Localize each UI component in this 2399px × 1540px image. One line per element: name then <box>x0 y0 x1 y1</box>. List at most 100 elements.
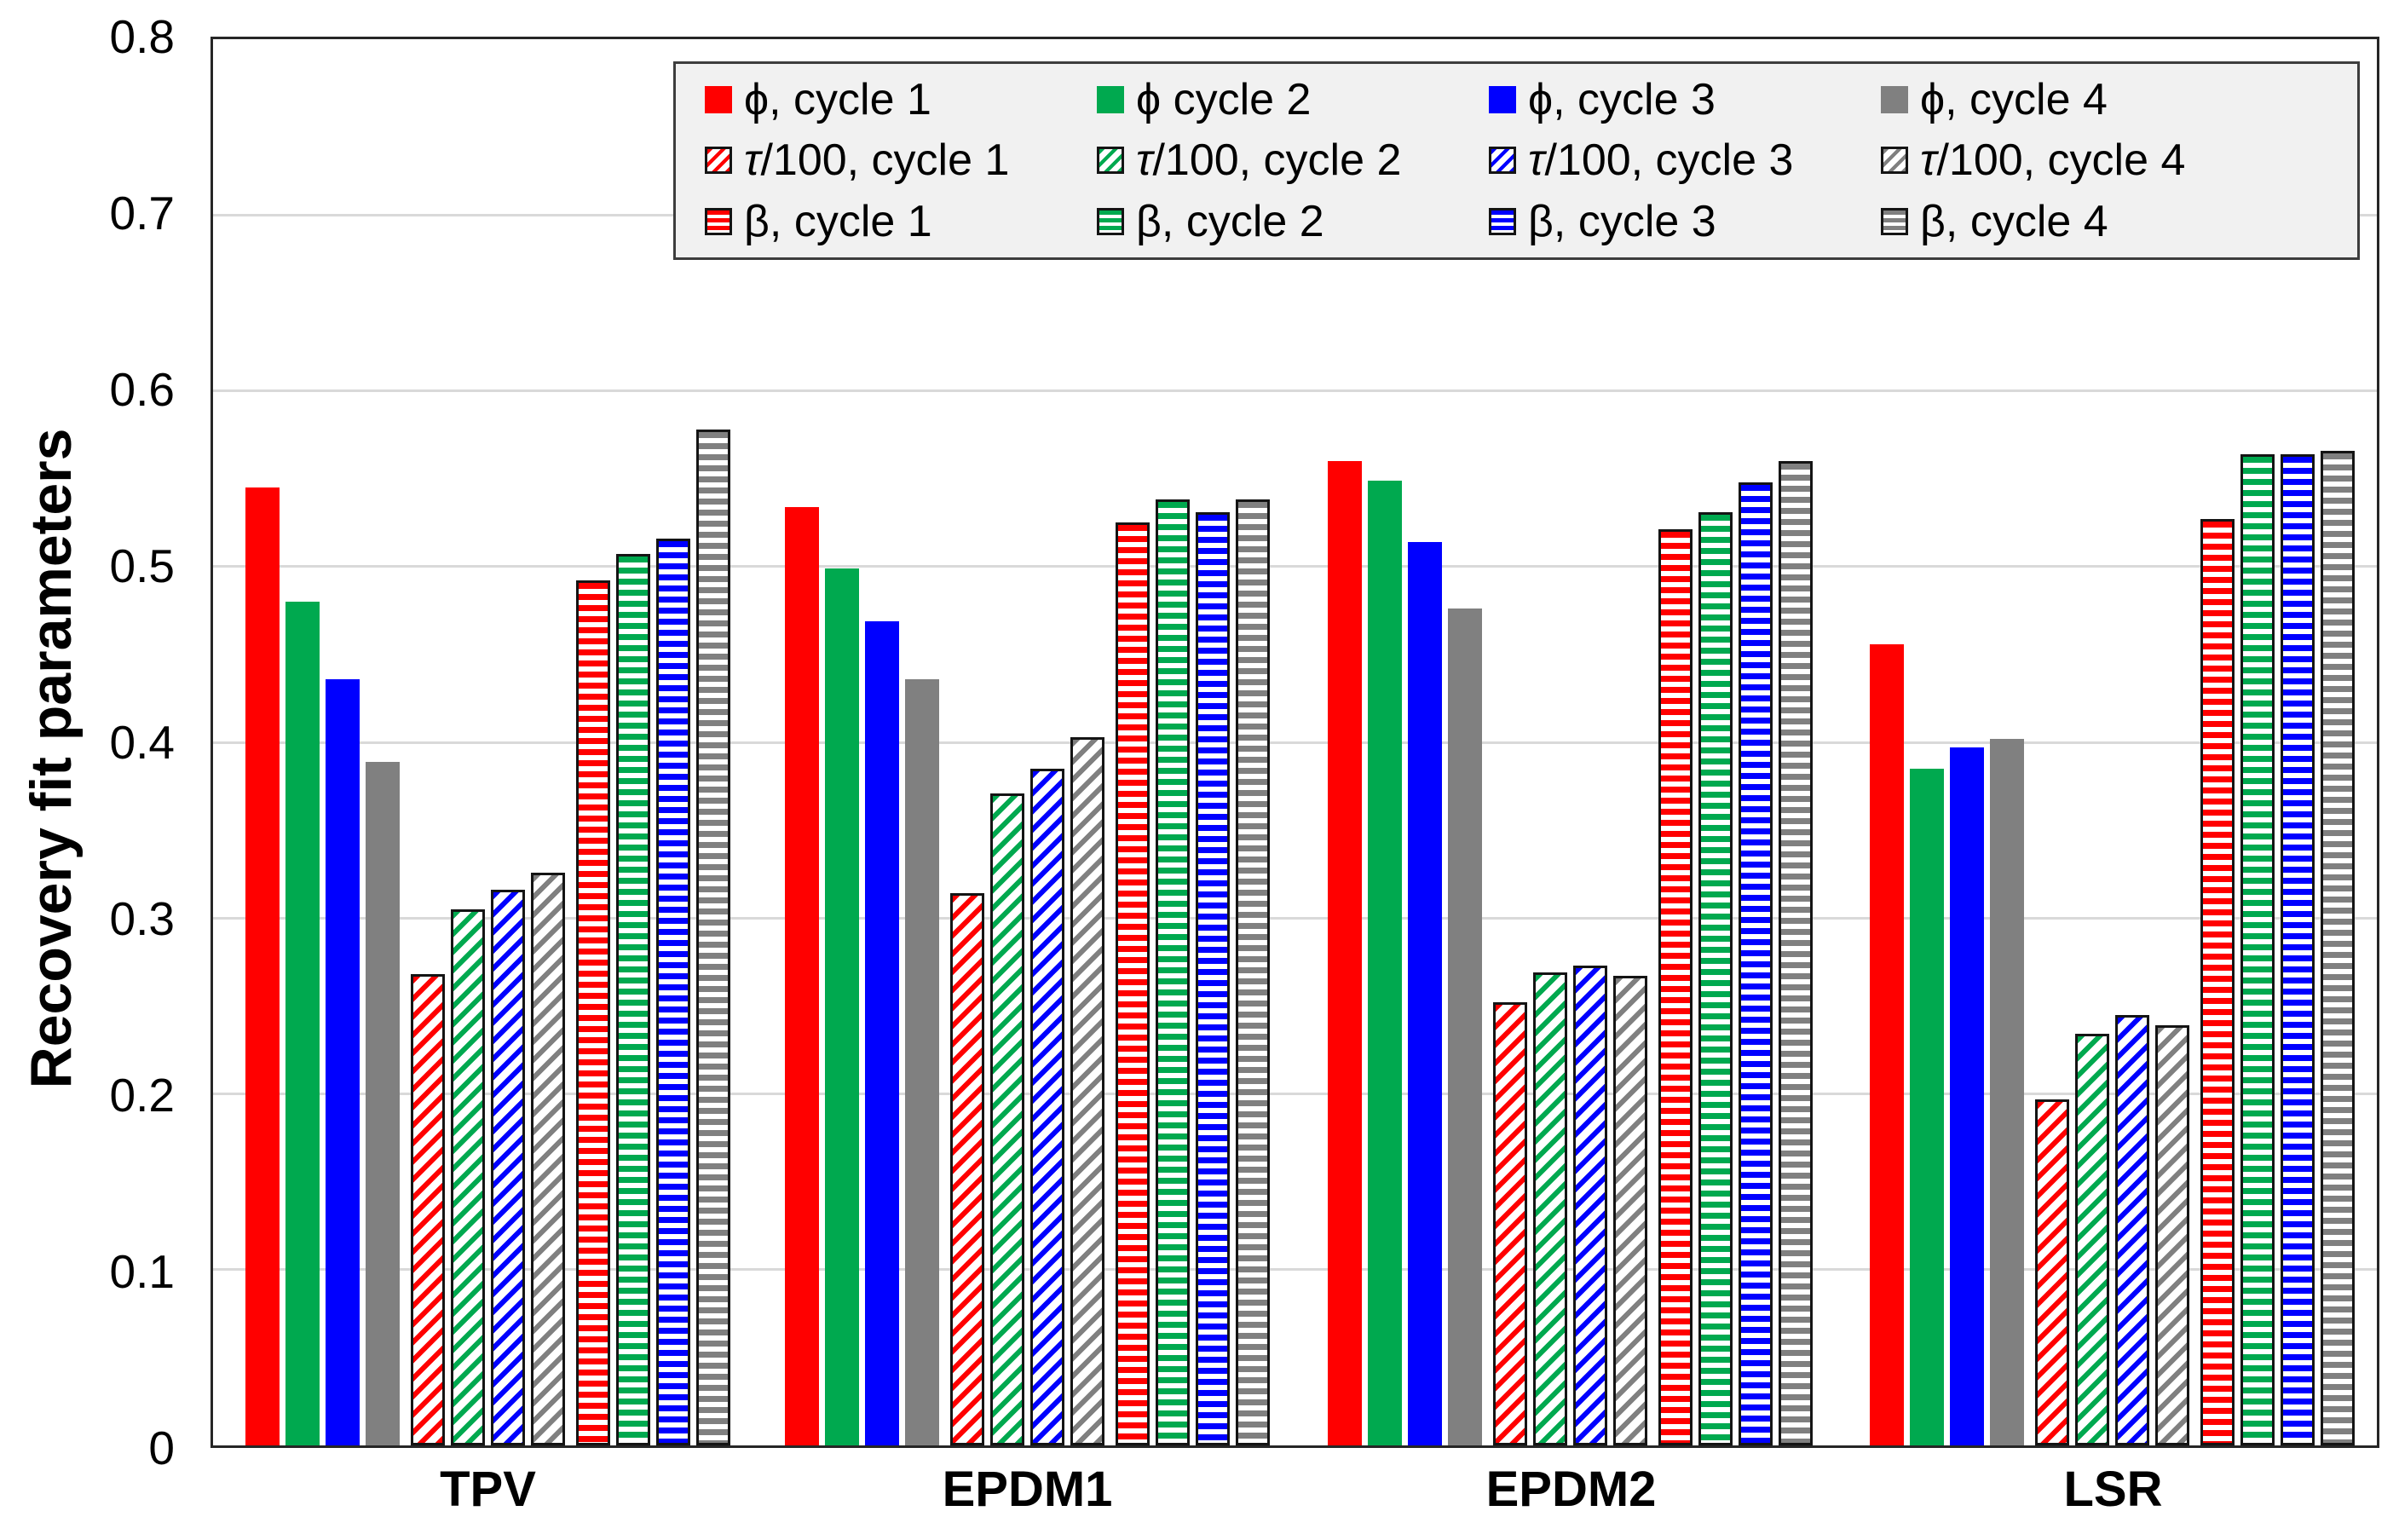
bar-EPDM2-tau-cycle3 <box>1573 966 1607 1445</box>
bar-LSR-phi-cycle3 <box>1950 747 1984 1445</box>
legend-swatch-diagonal-icon <box>1489 147 1516 175</box>
legend-item-7: τ/100, cycle 3 <box>1489 135 1881 186</box>
bar-EPDM1-phi-cycle2 <box>825 568 859 1445</box>
gridline-0.4 <box>213 741 2377 744</box>
y-tick-label-0.2: 0.2 <box>109 1069 175 1122</box>
bar-LSR-tau-cycle4 <box>2155 1025 2189 1445</box>
legend-label: β, cycle 2 <box>1136 197 1324 247</box>
bar-LSR-beta-cycle1 <box>2200 519 2235 1445</box>
legend-swatch-hlines-icon <box>1489 208 1516 236</box>
bar-TPV-phi-cycle1 <box>245 487 280 1445</box>
bar-EPDM2-phi-cycle3 <box>1408 542 1442 1445</box>
bar-EPDM1-tau-cycle3 <box>1030 769 1064 1445</box>
y-tick-label-0.6: 0.6 <box>109 363 175 416</box>
bar-EPDM2-phi-cycle4 <box>1448 609 1482 1445</box>
legend-swatch-solid-icon <box>705 85 732 113</box>
legend: ϕ, cycle 1 ϕ cycle 2 ϕ, cycle 3 ϕ, cycle 4 τ… <box>673 61 2360 260</box>
bar-EPDM1-phi-cycle3 <box>865 621 899 1445</box>
legend-label: τ/100, cycle 3 <box>1528 136 1794 186</box>
bar-LSR-beta-cycle3 <box>2281 454 2315 1445</box>
legend-label: ϕ, cycle 1 <box>744 74 931 124</box>
bar-EPDM2-tau-cycle4 <box>1613 976 1647 1445</box>
legend-item-6: τ/100, cycle 2 <box>1097 135 1489 186</box>
y-tick-label-0.8: 0.8 <box>109 10 175 63</box>
bar-LSR-beta-cycle2 <box>2240 454 2275 1445</box>
legend-label: β, cycle 1 <box>744 197 932 247</box>
legend-item-3: ϕ, cycle 3 <box>1489 74 1881 125</box>
gridline-0.1 <box>213 1268 2377 1272</box>
bar-EPDM1-tau-cycle4 <box>1070 737 1104 1445</box>
bar-LSR-phi-cycle2 <box>1910 769 1944 1445</box>
bar-EPDM1-beta-cycle4 <box>1236 499 1270 1445</box>
gridline-0.6 <box>213 389 2377 392</box>
legend-item-1: ϕ, cycle 1 <box>705 74 1097 125</box>
legend-label: τ/100, cycle 4 <box>1920 136 2186 186</box>
y-tick-label-0.7: 0.7 <box>109 187 175 239</box>
bar-TPV-beta-cycle2 <box>616 554 650 1445</box>
bar-EPDM1-beta-cycle3 <box>1196 512 1230 1445</box>
bar-EPDM1-tau-cycle1 <box>950 893 984 1445</box>
legend-label: β, cycle 4 <box>1920 197 2108 247</box>
legend-swatch-solid-icon <box>1489 85 1516 113</box>
legend-label: ϕ cycle 2 <box>1136 74 1312 124</box>
bar-TPV-phi-cycle2 <box>285 602 320 1445</box>
legend-swatch-solid-icon <box>1881 85 1908 113</box>
legend-item-11: β, cycle 3 <box>1489 196 1881 247</box>
bar-TPV-beta-cycle3 <box>656 539 690 1445</box>
bar-TPV-phi-cycle3 <box>326 679 360 1445</box>
legend-label: ϕ, cycle 3 <box>1528 74 1716 124</box>
plot-area: ϕ, cycle 1 ϕ cycle 2 ϕ, cycle 3 ϕ, cycle 4 τ… <box>210 37 2379 1448</box>
y-tick-label-0.5: 0.5 <box>109 539 175 592</box>
legend-label: τ/100, cycle 1 <box>744 136 1010 186</box>
legend-item-12: β, cycle 4 <box>1881 196 2273 247</box>
y-tick-label-0.1: 0.1 <box>109 1245 175 1298</box>
bar-EPDM2-beta-cycle4 <box>1779 461 1813 1445</box>
bar-EPDM2-tau-cycle1 <box>1493 1002 1527 1445</box>
legend-swatch-hlines-icon <box>705 208 732 236</box>
bar-EPDM1-phi-cycle1 <box>785 507 819 1445</box>
legend-label: τ/100, cycle 2 <box>1136 136 1402 186</box>
legend-swatch-diagonal-icon <box>1097 147 1124 175</box>
bar-EPDM1-beta-cycle1 <box>1116 522 1150 1445</box>
bar-EPDM1-tau-cycle2 <box>990 793 1024 1445</box>
gridline-0.2 <box>213 1093 2377 1095</box>
bar-EPDM2-tau-cycle2 <box>1533 972 1567 1445</box>
bar-EPDM1-phi-cycle4 <box>905 679 939 1445</box>
legend-item-4: ϕ, cycle 4 <box>1881 74 2273 125</box>
bar-EPDM2-beta-cycle1 <box>1658 529 1693 1445</box>
x-axis-label-TPV: TPV <box>440 1462 536 1517</box>
bar-LSR-tau-cycle2 <box>2075 1034 2109 1445</box>
bar-TPV-tau-cycle4 <box>531 873 565 1445</box>
bar-TPV-beta-cycle4 <box>696 430 730 1445</box>
bar-EPDM2-phi-cycle2 <box>1368 481 1402 1445</box>
legend-swatch-diagonal-icon <box>1881 147 1908 175</box>
gridline-0.3 <box>213 916 2377 920</box>
legend-item-5: τ/100, cycle 1 <box>705 135 1097 186</box>
bar-LSR-tau-cycle3 <box>2115 1015 2149 1445</box>
bar-EPDM2-phi-cycle1 <box>1328 461 1362 1445</box>
bar-group-LSR <box>1870 39 2355 1445</box>
legend-item-8: τ/100, cycle 4 <box>1881 135 2273 186</box>
y-tick-label-0.3: 0.3 <box>109 892 175 945</box>
bar-EPDM2-beta-cycle2 <box>1698 512 1733 1445</box>
bar-LSR-beta-cycle4 <box>2321 451 2355 1445</box>
legend-swatch-diagonal-icon <box>705 147 732 175</box>
legend-item-9: β, cycle 1 <box>705 196 1097 247</box>
bar-TPV-tau-cycle1 <box>411 974 445 1445</box>
legend-swatch-hlines-icon <box>1881 208 1908 236</box>
legend-swatch-hlines-icon <box>1097 208 1124 236</box>
bar-group-EPDM2 <box>1328 39 1813 1445</box>
legend-item-2: ϕ cycle 2 <box>1097 74 1489 125</box>
legend-item-10: β, cycle 2 <box>1097 196 1489 247</box>
bar-LSR-phi-cycle1 <box>1870 644 1904 1445</box>
bar-EPDM2-beta-cycle3 <box>1739 482 1773 1445</box>
x-axis-label-LSR: LSR <box>2063 1462 2163 1517</box>
bar-TPV-tau-cycle3 <box>491 890 525 1445</box>
x-axis-label-EPDM2: EPDM2 <box>1485 1462 1657 1517</box>
bar-TPV-tau-cycle2 <box>451 909 485 1445</box>
x-axis-label-EPDM1: EPDM1 <box>942 1462 1113 1517</box>
bar-TPV-beta-cycle1 <box>576 580 610 1445</box>
y-tick-label-0.4: 0.4 <box>109 716 175 769</box>
bar-LSR-phi-cycle4 <box>1990 739 2024 1445</box>
